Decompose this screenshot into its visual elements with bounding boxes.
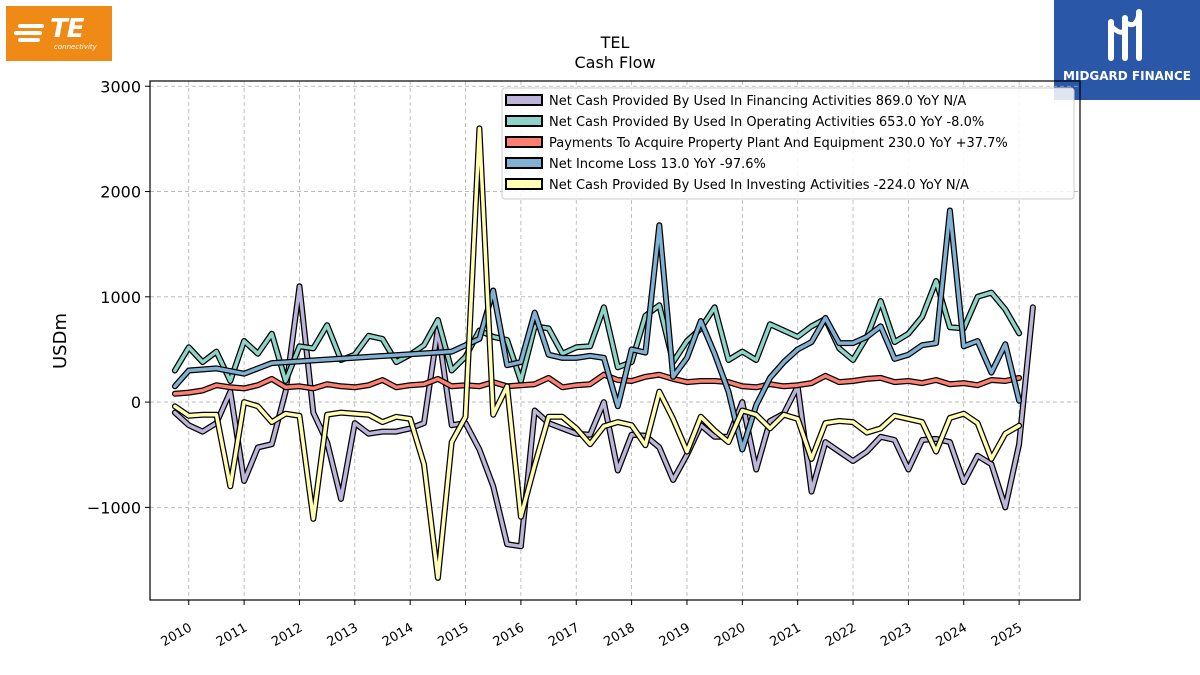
- y-tick-label: −1000: [87, 498, 141, 517]
- x-tick-label: 2024: [934, 620, 970, 650]
- x-tick-label: 2018: [601, 620, 637, 650]
- x-tick-label: 2020: [712, 620, 748, 650]
- y-axis-label: USDm: [50, 313, 71, 369]
- te-logo-text: TE: [50, 14, 84, 44]
- x-tick-label: 2011: [214, 620, 250, 650]
- y-tick-label: 2000: [100, 183, 141, 202]
- series-line-2: [173, 279, 1021, 383]
- legend-swatch: [505, 94, 543, 106]
- legend-swatch: [505, 157, 543, 169]
- y-tick-label: 1000: [100, 288, 141, 307]
- legend-label: Net Cash Provided By Used In Investing A…: [549, 178, 969, 193]
- y-tick-label: 0: [131, 393, 141, 412]
- legend-label: Net Income Loss 13.0 YoY -97.6%: [549, 157, 766, 172]
- chart-subtitle: Cash Flow: [574, 53, 655, 72]
- series-line-4: [173, 208, 1021, 452]
- series-line-3: [173, 372, 1021, 396]
- x-tick-label: 2012: [269, 620, 305, 650]
- x-tick-label: 2021: [768, 620, 804, 650]
- legend-swatch: [505, 178, 543, 190]
- midgard-finance-logo-text: MIDGARD FINANCE: [1063, 69, 1191, 83]
- series-line-5: [173, 126, 1021, 580]
- chart-title: TEL: [600, 33, 630, 52]
- te-logo-subtext: connectivity: [54, 43, 97, 51]
- x-tick-label: 2019: [657, 620, 693, 650]
- te-connectivity-logo: TE connectivity: [6, 6, 112, 61]
- legend-swatch: [505, 136, 543, 148]
- legend-label: Payments To Acquire Property Plant And E…: [549, 136, 1008, 151]
- legend: Net Cash Provided By Used In Financing A…: [501, 87, 1075, 200]
- y-axis-ticks: −1000 0 1000 2000 3000: [87, 77, 150, 517]
- x-tick-label: 2014: [380, 620, 416, 650]
- midgard-finance-logo: MIDGARD FINANCE: [1054, 0, 1200, 100]
- legend-label: Net Cash Provided By Used In Operating A…: [549, 115, 984, 130]
- y-tick-label: 3000: [100, 77, 141, 96]
- x-tick-label: 2023: [878, 620, 914, 650]
- plot-area: [171, 125, 1036, 581]
- legend-box: [501, 87, 1075, 200]
- legend-swatch: [505, 115, 543, 127]
- x-axis-ticks: 2010 2011 2012 2013 2014 2015 2016 2017 2018 2019…: [159, 600, 1025, 650]
- x-tick-label: 2010: [159, 620, 195, 650]
- series-line-1: [173, 284, 1035, 549]
- x-tick-label: 2025: [989, 620, 1025, 650]
- plot-frame: [149, 80, 1081, 601]
- x-tick-label: 2013: [325, 620, 361, 650]
- x-tick-label: 2022: [823, 620, 859, 650]
- x-tick-label: 2016: [491, 620, 527, 650]
- legend-label: Net Cash Provided By Used In Financing A…: [549, 94, 966, 109]
- x-tick-label: 2017: [546, 620, 582, 650]
- midgard-emblem-icon: [1108, 9, 1142, 61]
- x-tick-label: 2015: [435, 620, 471, 650]
